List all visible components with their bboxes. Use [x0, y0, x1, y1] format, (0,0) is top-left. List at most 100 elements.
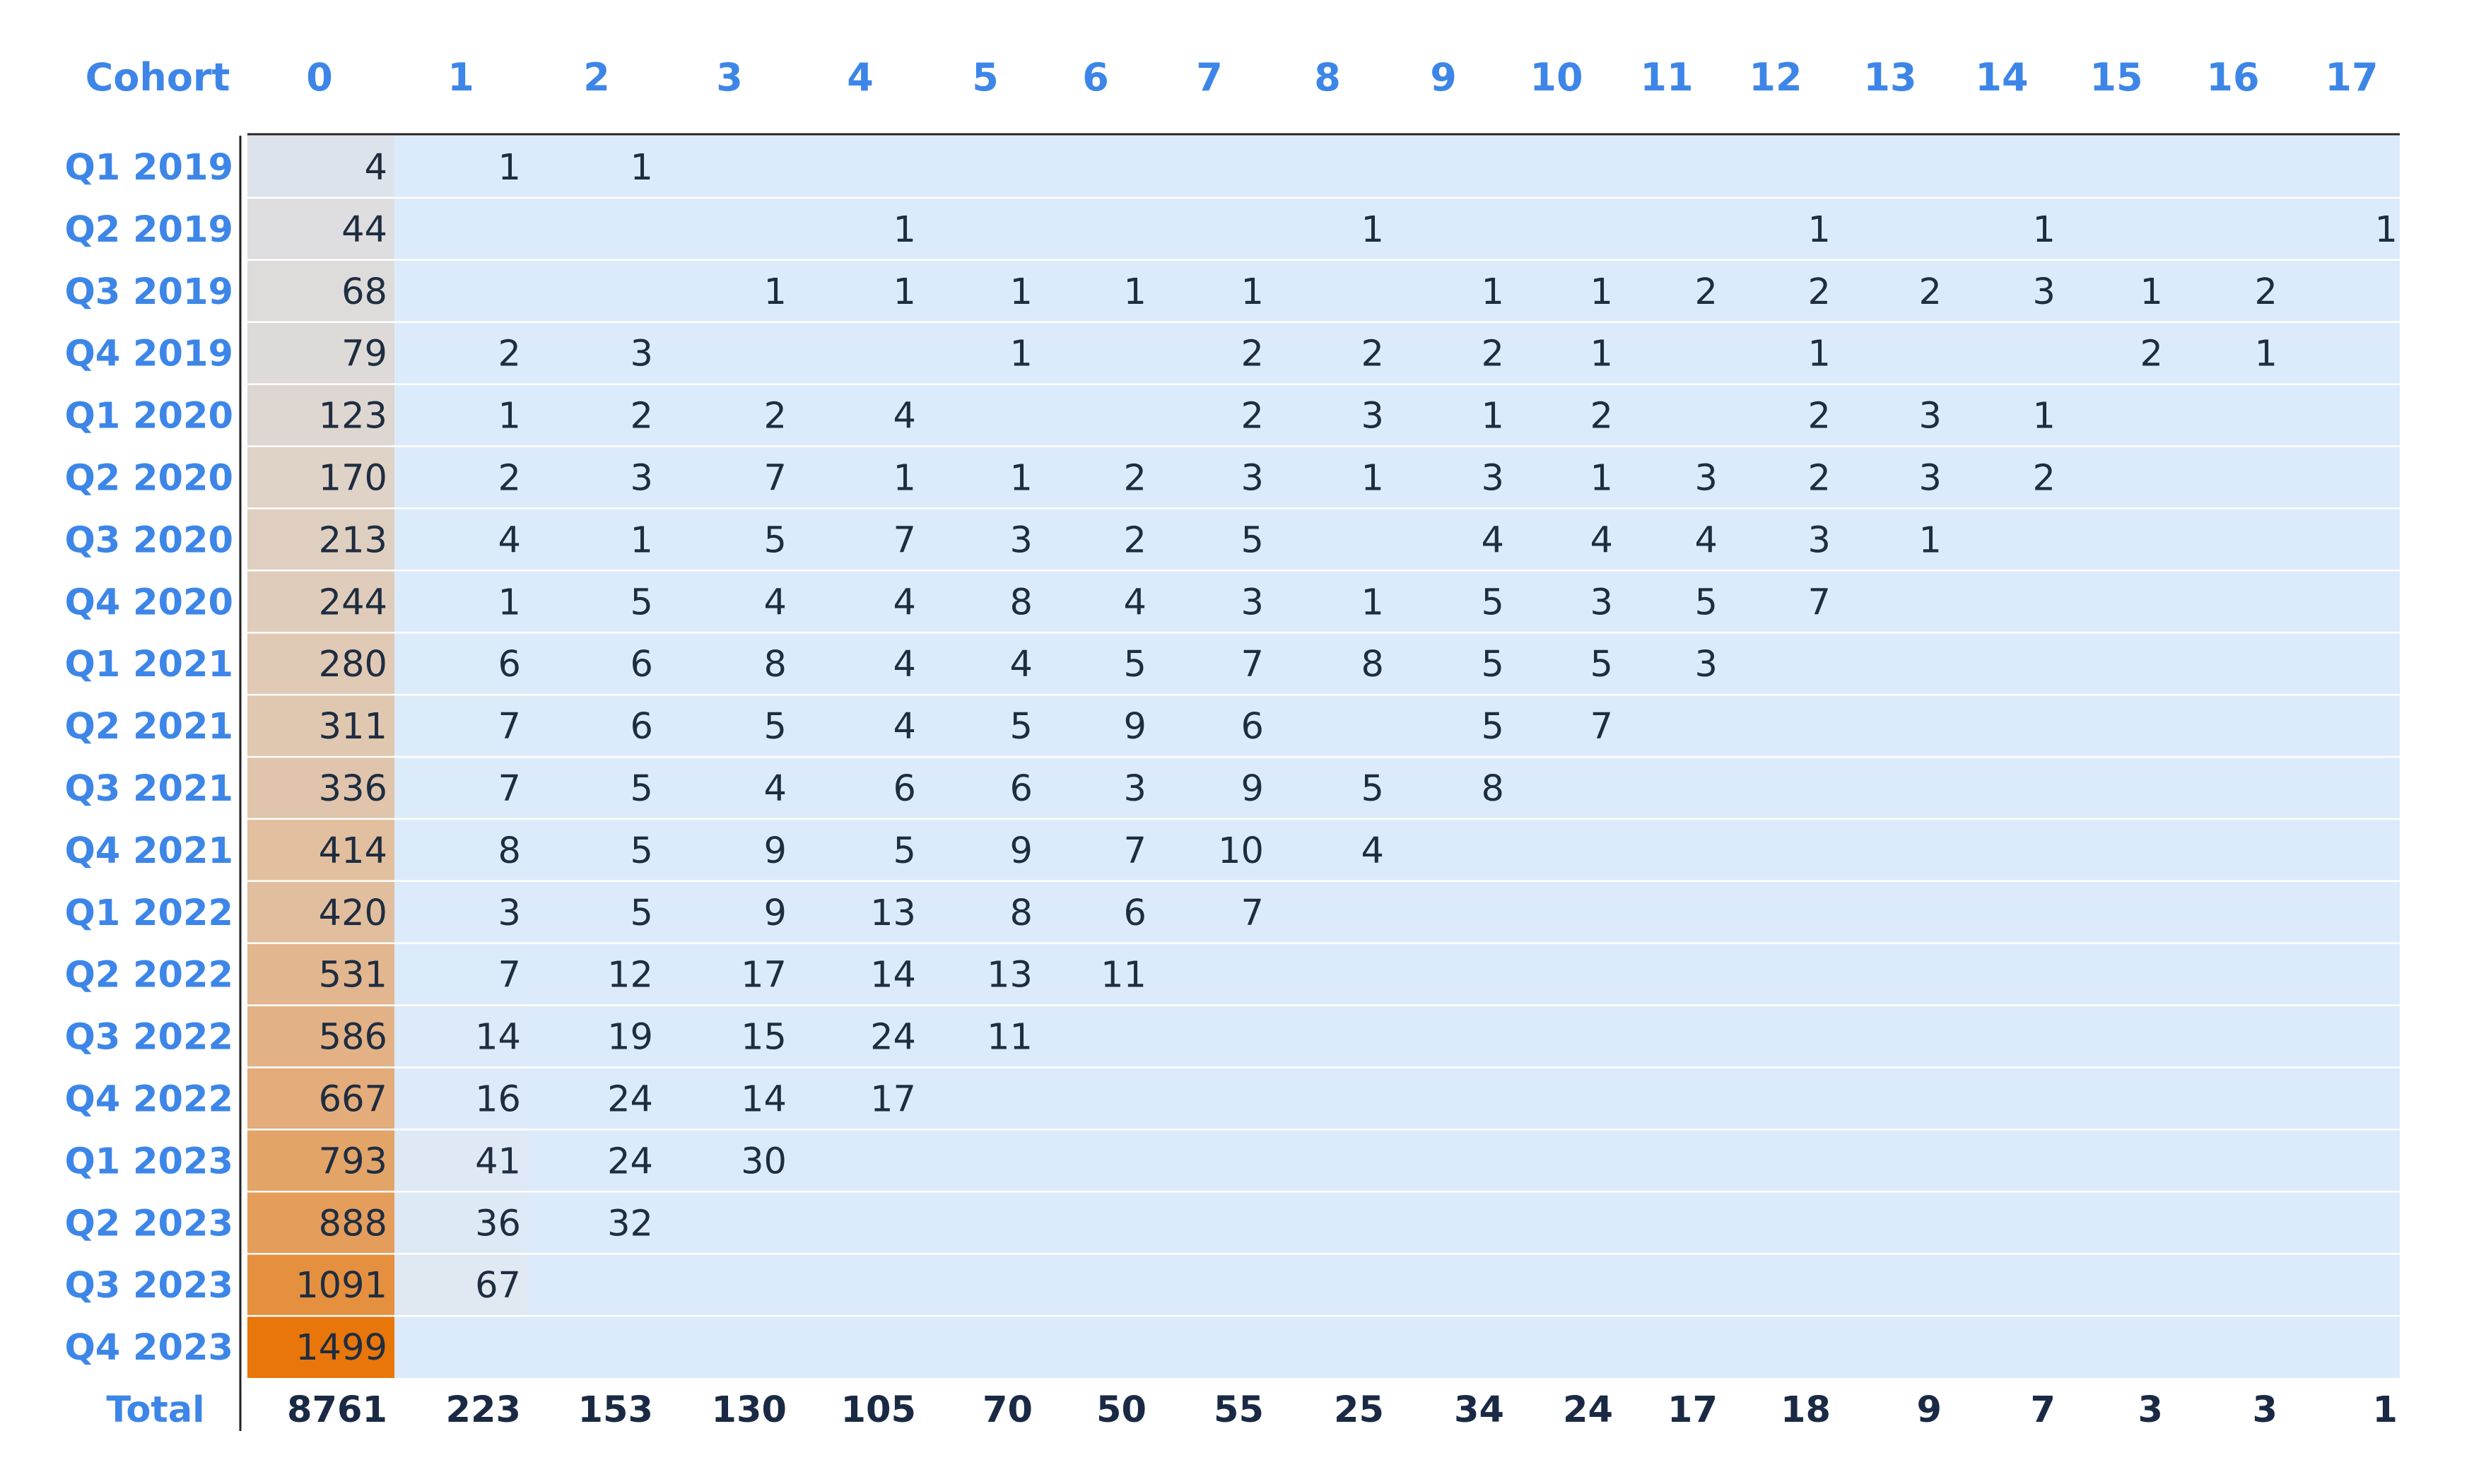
cell-value: 13: [987, 955, 1033, 996]
heat-cell-col0: [247, 695, 394, 757]
row-header-label: Cohort: [86, 55, 230, 100]
column-header-2: 2: [583, 55, 610, 100]
cell-value: 280: [319, 644, 387, 685]
heat-cell-col0: [247, 943, 394, 1006]
cell-value: 79: [341, 334, 387, 375]
cell-value: 1: [1808, 334, 1831, 375]
cell-value: 213: [319, 519, 387, 561]
row-label: Q4 2021: [64, 830, 233, 872]
cell-value: 7: [498, 706, 521, 748]
cell-value: 1: [1482, 271, 1504, 313]
cell-value: 15: [741, 1017, 787, 1059]
row-label: Q4 2019: [64, 334, 233, 375]
cell-value: 7: [1124, 830, 1147, 872]
cell-value: 2: [764, 396, 787, 437]
cell-value: 1: [893, 209, 916, 251]
cell-value: 8: [498, 830, 521, 872]
heat-cell-col1: [394, 632, 527, 695]
cell-value: 4: [365, 147, 387, 189]
cell-value: 1: [1010, 457, 1033, 499]
cell-value: 4: [893, 706, 916, 748]
cell-value: 5: [631, 830, 653, 872]
cell-value: 5: [1241, 519, 1264, 561]
cell-value: 19: [607, 1017, 653, 1059]
cell-value: 1: [1124, 271, 1147, 313]
cell-value: 4: [1482, 519, 1504, 561]
cell-value: 67: [475, 1265, 521, 1307]
column-header-3: 3: [716, 55, 743, 100]
cell-value: 6: [1241, 706, 1264, 748]
heat-cell-col0: [247, 881, 394, 943]
cell-value: 1: [1241, 271, 1264, 313]
cell-value: 3: [1241, 457, 1264, 499]
cell-value: 5: [631, 582, 653, 623]
cell-value: 4: [1124, 582, 1147, 623]
row-label: Q3 2022: [64, 1017, 233, 1059]
cell-value: 5: [1695, 582, 1718, 623]
cell-value: 1091: [295, 1265, 387, 1307]
column-header-15: 15: [2089, 55, 2142, 100]
heat-cell-col1: [394, 1191, 527, 1254]
heat-cell-col1: [394, 384, 527, 447]
column-header-9: 9: [1430, 55, 1457, 100]
cell-value: 8: [1482, 768, 1504, 810]
cell-value: 68: [341, 271, 387, 313]
cell-value: 32: [607, 1203, 653, 1244]
cell-value: 7: [1808, 582, 1831, 623]
cell-value: 7: [1241, 644, 1264, 685]
heat-cell-col0: [247, 384, 394, 447]
cell-value: 11: [987, 1017, 1033, 1059]
column-header-1: 1: [447, 55, 474, 100]
cell-value: 5: [631, 768, 653, 810]
cell-value: 2: [1695, 271, 1718, 313]
cell-value: 7: [893, 519, 916, 561]
cell-value: 1499: [295, 1327, 387, 1369]
cell-value: 17: [870, 1078, 916, 1120]
heat-cell-col0: [247, 632, 394, 695]
total-value: 1: [2373, 1389, 2398, 1431]
column-header-8: 8: [1314, 55, 1341, 100]
cell-value: 30: [741, 1141, 787, 1182]
row-label: Q2 2019: [64, 209, 233, 251]
cell-value: 2: [1482, 334, 1504, 375]
heat-cell-col1: [394, 757, 527, 819]
cell-value: 2: [1590, 396, 1613, 437]
total-value: 3: [2138, 1389, 2164, 1431]
cell-value: 41: [475, 1141, 521, 1182]
heat-cell-col0: [247, 322, 394, 384]
cell-value: 1: [1808, 209, 1831, 251]
cell-value: 6: [893, 768, 916, 810]
column-header-0: 0: [306, 55, 333, 100]
cell-value: 5: [1590, 644, 1613, 685]
cell-value: 667: [319, 1078, 387, 1120]
row-label: Q2 2021: [64, 706, 233, 748]
cell-value: 14: [870, 955, 916, 996]
cell-value: 1: [498, 396, 521, 437]
cell-value: 4: [893, 582, 916, 623]
cell-value: 1: [1010, 271, 1033, 313]
cell-value: 311: [319, 706, 387, 748]
cell-value: 10: [1218, 830, 1264, 872]
column-header-10: 10: [1530, 55, 1583, 100]
cell-value: 2: [498, 334, 521, 375]
column-header-5: 5: [972, 55, 999, 100]
heat-cell-col0: [247, 197, 394, 260]
cell-value: 3: [2033, 271, 2056, 313]
cell-value: 3: [1590, 582, 1613, 623]
column-header-13: 13: [1863, 55, 1916, 100]
total-value: 223: [446, 1389, 521, 1431]
cell-value: 2: [498, 457, 521, 499]
cell-value: 1: [2140, 271, 2163, 313]
cell-value: 9: [1241, 768, 1264, 810]
cell-value: 2: [1808, 396, 1831, 437]
cell-value: 1: [1361, 457, 1384, 499]
cell-value: 9: [764, 893, 787, 934]
cell-value: 7: [764, 457, 787, 499]
heat-cell-col0: [247, 1316, 394, 1378]
cell-value: 2: [1124, 457, 1147, 499]
cell-value: 6: [1124, 893, 1147, 934]
cell-value: 1: [2033, 396, 2056, 437]
total-value: 3: [2253, 1389, 2278, 1431]
cell-value: 1: [2033, 209, 2056, 251]
